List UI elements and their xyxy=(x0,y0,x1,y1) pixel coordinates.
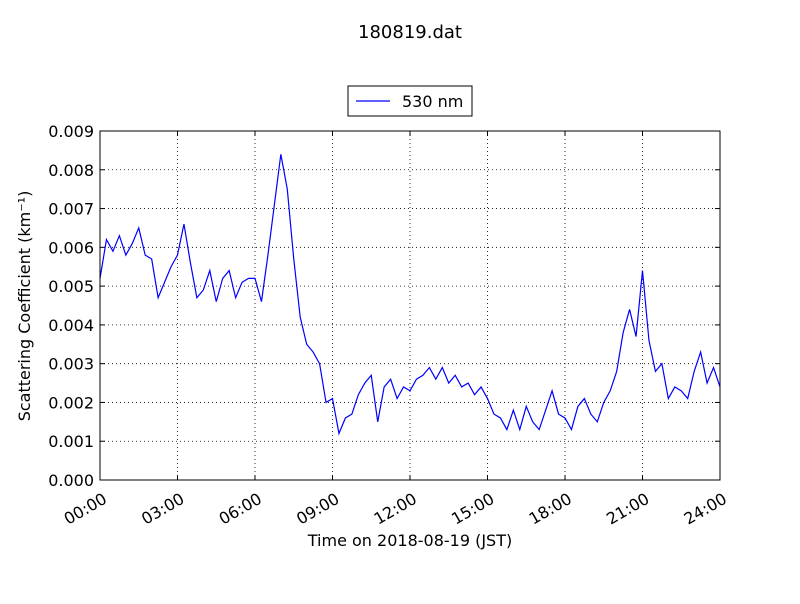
y-tick-label: 0.007 xyxy=(48,200,94,219)
y-tick-label: 0.008 xyxy=(48,161,94,180)
y-tick-label: 0.000 xyxy=(48,471,94,490)
y-tick-label: 0.009 xyxy=(48,122,94,141)
legend-label: 530 nm xyxy=(402,92,463,111)
plot-frame xyxy=(99,130,721,481)
y-axis-label: Scattering Coefficient (km⁻¹) xyxy=(15,191,34,422)
y-tick-label: 0.006 xyxy=(48,238,94,257)
y-tick-label: 0.001 xyxy=(48,432,94,451)
y-tick-label: 0.005 xyxy=(48,277,94,296)
legend: 530 nm xyxy=(347,85,473,117)
data-line xyxy=(99,154,721,436)
y-tick-label: 0.004 xyxy=(48,316,94,335)
x-axis-label: Time on 2018-08-19 (JST) xyxy=(307,531,512,550)
chart-title: 180819.dat xyxy=(358,22,462,43)
y-tick-label: 0.003 xyxy=(48,355,94,374)
y-tick-label: 0.002 xyxy=(48,393,94,412)
